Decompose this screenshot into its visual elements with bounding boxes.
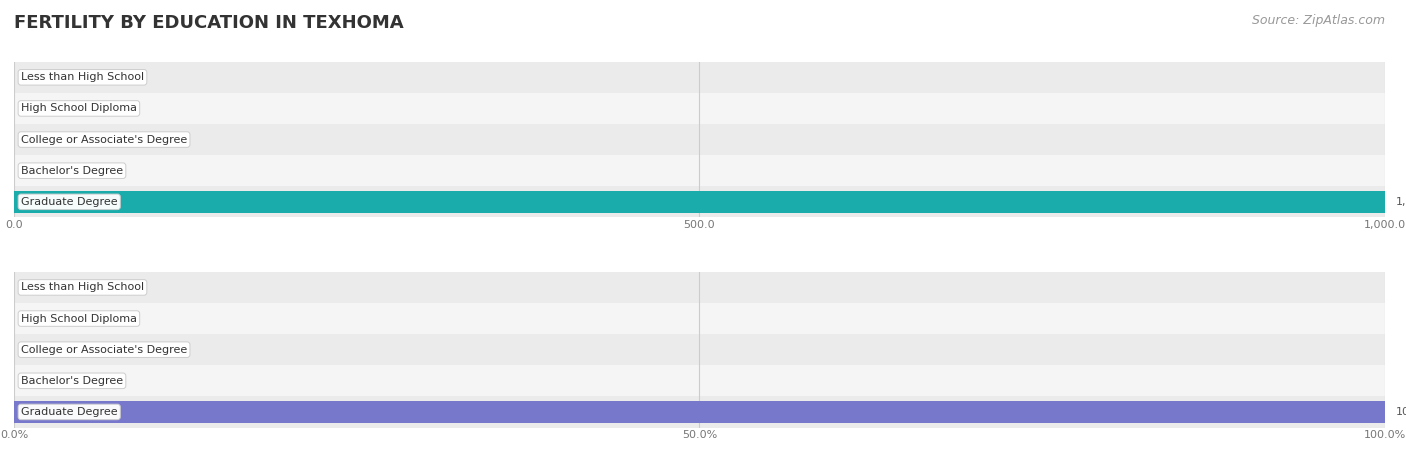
- Text: Bachelor's Degree: Bachelor's Degree: [21, 376, 124, 386]
- Bar: [14, 401, 1385, 423]
- Text: 1,000.0: 1,000.0: [1396, 197, 1406, 207]
- Text: 0.0: 0.0: [25, 134, 42, 144]
- Bar: [14, 186, 1385, 218]
- Text: College or Associate's Degree: College or Associate's Degree: [21, 345, 187, 355]
- Text: FERTILITY BY EDUCATION IN TEXHOMA: FERTILITY BY EDUCATION IN TEXHOMA: [14, 14, 404, 32]
- Text: College or Associate's Degree: College or Associate's Degree: [21, 134, 187, 144]
- Text: 0.0: 0.0: [25, 104, 42, 114]
- Bar: [14, 155, 1385, 186]
- Bar: [14, 93, 1385, 124]
- Bar: [14, 396, 1385, 428]
- Text: Graduate Degree: Graduate Degree: [21, 407, 118, 417]
- Bar: [14, 62, 1385, 93]
- Text: 0.0: 0.0: [25, 72, 42, 82]
- Text: High School Diploma: High School Diploma: [21, 104, 136, 114]
- Text: Graduate Degree: Graduate Degree: [21, 197, 118, 207]
- Bar: [14, 303, 1385, 334]
- Text: Bachelor's Degree: Bachelor's Degree: [21, 166, 124, 176]
- Text: 0.0%: 0.0%: [25, 376, 53, 386]
- Text: 0.0%: 0.0%: [25, 345, 53, 355]
- Text: 0.0: 0.0: [25, 166, 42, 176]
- Text: 0.0%: 0.0%: [25, 314, 53, 323]
- Text: High School Diploma: High School Diploma: [21, 314, 136, 323]
- Text: Source: ZipAtlas.com: Source: ZipAtlas.com: [1251, 14, 1385, 27]
- Bar: [14, 272, 1385, 303]
- Text: 100.0%: 100.0%: [1396, 407, 1406, 417]
- Bar: [14, 334, 1385, 365]
- Bar: [14, 124, 1385, 155]
- Bar: [14, 365, 1385, 396]
- Text: 0.0%: 0.0%: [25, 283, 53, 293]
- Text: Less than High School: Less than High School: [21, 283, 143, 293]
- Bar: [14, 190, 1385, 213]
- Text: Less than High School: Less than High School: [21, 72, 143, 82]
